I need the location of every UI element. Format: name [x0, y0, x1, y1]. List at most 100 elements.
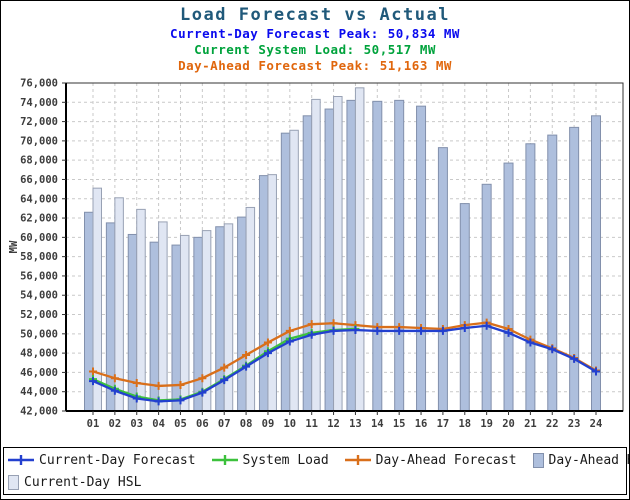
y-tick-label: 76,000 [20, 78, 58, 90]
x-tick-label: 08 [240, 418, 253, 430]
y-tick-label: 68,000 [20, 155, 58, 167]
day-ahead-hsl-bar [437, 147, 448, 412]
x-tick-label: 01 [87, 418, 100, 430]
legend-label: Current-Day Forecast [39, 452, 196, 468]
day-ahead-forecast-line-icon [344, 455, 371, 465]
day-ahead-hsl-bar [324, 108, 335, 412]
day-ahead-hsl-bar [302, 115, 313, 412]
current-day-forecast-line [89, 321, 600, 406]
day-ahead-hsl-bar [258, 175, 269, 412]
y-tick-label: 66,000 [20, 174, 58, 186]
current-day-forecast-peak-line: Current-Day Forecast Peak: 50,834 MW [1, 26, 629, 41]
y-tick-label: 58,000 [20, 251, 58, 263]
day-ahead-hsl-bar [481, 183, 492, 412]
current-day-forecast-peak-value: 50,834 MW [387, 26, 460, 41]
legend-label: Day-Ahead HSL [548, 452, 629, 468]
chart-legend: Current-Day Forecast System Load Day-Ahe… [3, 447, 629, 495]
x-tick-label: 06 [196, 418, 209, 430]
day-ahead-hsl-bar [237, 216, 247, 412]
day-ahead-hsl-bar [525, 143, 536, 412]
legend-row-1: Current-Day Forecast System Load Day-Ahe… [8, 450, 629, 471]
x-tick-label: 21 [524, 418, 537, 430]
current-day-forecast-peak-label: Current-Day Forecast Peak: [170, 26, 379, 41]
x-tick-label: 10 [283, 418, 296, 430]
current-day-hsl-bar [333, 96, 343, 412]
day-ahead-forecast-peak-line: Day-Ahead Forecast Peak: 51,163 MW [1, 58, 629, 73]
x-tick-label: 04 [152, 418, 165, 430]
current-day-hsl-bar [289, 129, 299, 412]
legend-label: Current-Day HSL [24, 474, 142, 490]
legend-row-2: Current-Day HSL [8, 472, 622, 493]
day-ahead-forecast-peak-value: 51,163 MW [379, 58, 452, 73]
day-ahead-hsl-bar [105, 222, 116, 412]
current-day-hsl-bar [311, 98, 321, 412]
day-ahead-hsl-bar [280, 132, 291, 412]
day-ahead-hsl-bar [459, 203, 470, 412]
y-tick-label: 46,000 [20, 367, 58, 379]
y-tick-label: 50,000 [20, 328, 58, 340]
y-tick-label: 70,000 [20, 135, 58, 147]
current-day-hsl-bar [201, 230, 212, 412]
y-tick-label: 60,000 [20, 232, 58, 244]
legend-label: System Load [242, 452, 329, 468]
bars [84, 87, 601, 412]
x-tick-label: 23 [568, 418, 581, 430]
current-day-forecast-line-icon [8, 455, 34, 465]
legend-item-system-load: System Load [211, 452, 329, 468]
tick-labels: 42,000 44,000 46,000 48,000 50,000 52,000 54,0… [8, 78, 602, 431]
y-tick-label: 44,000 [20, 386, 58, 398]
current-system-load-value: 50,517 MW [363, 42, 436, 57]
day-ahead-hsl-bar [503, 162, 514, 412]
x-tick-label: 07 [218, 418, 231, 430]
current-day-hsl-bar [92, 187, 102, 412]
current-day-hsl-bar [245, 206, 256, 412]
legend-item-day-ahead-forecast: Day-Ahead Forecast [344, 453, 517, 468]
current-day-hsl-bar [267, 174, 277, 412]
day-ahead-hsl-bar [394, 99, 405, 412]
day-ahead-hsl-bar [569, 126, 580, 412]
current-day-hsl-bar [136, 208, 146, 412]
x-tick-label: 14 [371, 418, 384, 430]
legend-item-day-ahead-hsl: Day-Ahead HSL [532, 452, 629, 468]
x-tick-label: 03 [130, 418, 143, 430]
day-ahead-hsl-bar [547, 134, 558, 412]
axes [65, 82, 624, 412]
y-axis-label: MW [8, 240, 20, 253]
legend-item-current-day-hsl: Current-Day HSL [8, 474, 142, 490]
current-day-hsl-swatch-icon [8, 474, 19, 490]
legend-item-current-day-forecast: Current-Day Forecast [8, 453, 196, 468]
x-tick-label: 16 [415, 418, 428, 430]
chart-title: Load Forecast vs Actual [180, 5, 450, 25]
x-tick-label: 24 [590, 418, 603, 430]
y-tick-label: 48,000 [20, 348, 58, 360]
x-tick-label: 09 [262, 418, 275, 430]
system-load-line-icon [211, 455, 238, 465]
day-ahead-forecast-peak-label: Day-Ahead Forecast Peak: [178, 58, 371, 73]
y-tick-label: 54,000 [20, 290, 58, 302]
chart-plot-area: 42,000 44,000 46,000 48,000 50,000 52,000 54,0… [8, 78, 624, 431]
x-tick-label: 18 [458, 418, 471, 430]
day-ahead-hsl-bar [193, 236, 203, 412]
x-tick-label: 12 [327, 418, 340, 430]
y-tick-label: 42,000 [20, 406, 58, 418]
current-day-hsl-bar [158, 221, 168, 412]
current-day-hsl-bar [354, 87, 365, 412]
x-tick-label: 17 [437, 418, 450, 430]
current-system-load-line: Current System Load: 50,517 MW [1, 42, 629, 57]
day-ahead-hsl-bar [372, 100, 383, 412]
x-tick-label: 19 [480, 418, 493, 430]
gridlines [66, 82, 623, 412]
x-tick-label: 22 [546, 418, 559, 430]
x-tick-label: 05 [174, 418, 187, 430]
x-tick-label: 02 [109, 418, 122, 430]
y-tick-label: 52,000 [20, 309, 58, 321]
day-ahead-hsl-bar [127, 233, 138, 412]
current-system-load-label: Current System Load: [194, 42, 355, 57]
y-tick-label: 64,000 [20, 193, 58, 205]
x-tick-label: 13 [349, 418, 362, 430]
day-ahead-hsl-bar [416, 105, 427, 412]
y-tick-label: 72,000 [20, 116, 58, 128]
x-tick-label: 20 [502, 418, 515, 430]
x-tick-label: 11 [305, 418, 318, 430]
